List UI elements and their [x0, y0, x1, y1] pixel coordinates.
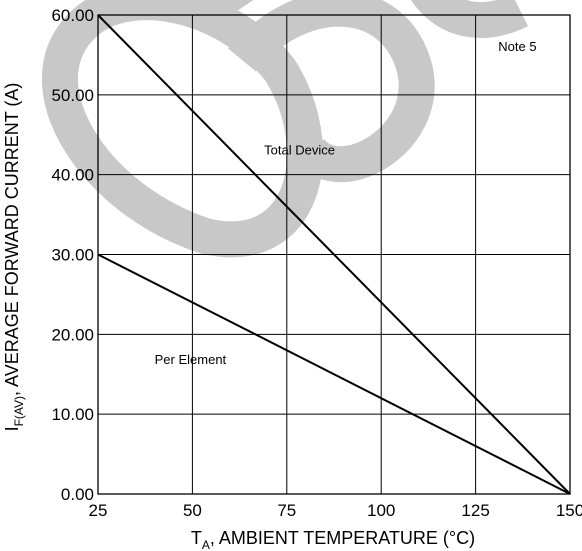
x-tick-label: 100 [367, 501, 395, 520]
x-tick-label: 50 [183, 501, 202, 520]
series-line-per-element [97, 253, 571, 495]
x-axis-label: TA, AMBIENT TEMPERATURE (°C) [191, 528, 475, 551]
y-axis-label-main: I [2, 426, 22, 431]
x-tick-label: 25 [89, 501, 108, 520]
y-axis-label-sub: F(AV) [12, 396, 26, 426]
y-tick-label: 20.00 [51, 325, 94, 344]
x-axis-label-main: T [191, 528, 202, 548]
y-axis-label: IF(AV), AVERAGE FORWARD CURRENT (A) [2, 83, 26, 432]
watermark-letter-o [42, 0, 323, 258]
x-axis-label-rest: , AMBIENT TEMPERATURE (°C) [210, 528, 475, 548]
y-tick-label: 10.00 [51, 405, 94, 424]
grid [97, 14, 571, 495]
watermark [42, 0, 529, 258]
y-axis-label-rest: , AVERAGE FORWARD CURRENT (A) [2, 83, 22, 396]
x-tick-label: 75 [277, 501, 296, 520]
annotation-per-element: Per Element [155, 352, 227, 367]
x-tick-label: 150 [556, 501, 582, 520]
x-tick-label: 125 [461, 501, 489, 520]
x-axis-label-sub: A [202, 538, 210, 551]
series-line-total-device [97, 14, 571, 495]
y-tick-labels: 0.00 10.00 20.00 30.00 40.00 50.00 60.00 [51, 6, 94, 504]
y-tick-label: 40.00 [51, 166, 94, 185]
watermark-letter-s [411, 0, 529, 38]
y-tick-label: 0.00 [61, 485, 94, 504]
watermark-letter-b [208, 0, 435, 183]
x-tick-labels: 25 50 75 100 125 150 [89, 501, 582, 520]
y-tick-label: 50.00 [51, 86, 94, 105]
y-tick-label: 60.00 [51, 6, 94, 25]
annotation-note-5: Note 5 [498, 39, 536, 54]
series-lines [97, 14, 571, 495]
annotations: Note 5 Total Device Per Element [155, 39, 537, 367]
plot-frame [97, 14, 571, 495]
y-tick-label: 30.00 [51, 246, 94, 265]
annotation-total-device: Total Device [264, 143, 335, 158]
